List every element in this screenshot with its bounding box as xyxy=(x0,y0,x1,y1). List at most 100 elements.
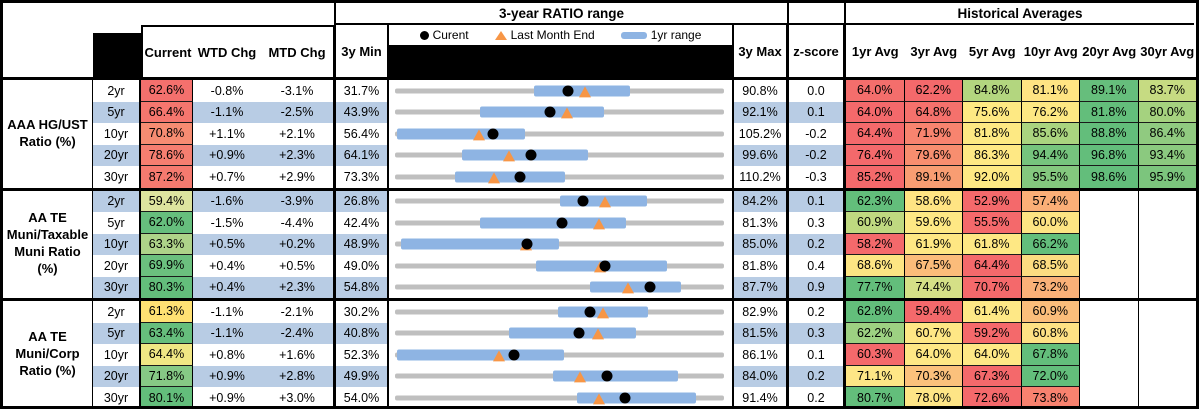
historical-avg-cell: 85.6% xyxy=(1021,123,1080,145)
historical-avg-cell: 68.6% xyxy=(846,255,905,277)
historical-avg-cell: 61.4% xyxy=(963,301,1022,323)
3y-max-cell: 81.5% xyxy=(734,322,789,344)
historical-avg-cell: 77.7% xyxy=(846,276,905,298)
current-dot xyxy=(544,106,556,118)
legend-black-band xyxy=(389,45,732,77)
z-score-cell: -0.2 xyxy=(789,144,846,166)
3y-min-cell: 49.0% xyxy=(336,255,389,277)
1yr-range-bar xyxy=(480,217,626,229)
mtd-chg-cell: -3.1% xyxy=(261,80,336,102)
historical-avg-empty-cell xyxy=(1139,323,1197,345)
3y-max-cell: 85.0% xyxy=(734,233,789,255)
3y-min-cell: 30.2% xyxy=(336,301,389,323)
mtd-chg-cell: +2.3% xyxy=(261,144,336,166)
historical-avg-cell: 62.2% xyxy=(904,80,963,102)
historical-avg-empty-cell xyxy=(1139,212,1197,234)
historical-avg-cell: 67.8% xyxy=(1021,344,1080,366)
current-cell: 66.4% xyxy=(141,101,193,123)
wtd-chg-cell: +0.4% xyxy=(209,258,245,273)
3y-max-cell: 91.4% xyxy=(734,387,789,406)
current-cell: 64.4% xyxy=(141,344,193,366)
historical-avg-cell: 88.8% xyxy=(1080,123,1139,145)
z-score-cell: -0.2 xyxy=(789,123,846,145)
3y-max-cell: 86.1% xyxy=(734,344,789,366)
3y-min-cell: 52.3% xyxy=(336,344,389,366)
z-score-cell: 0.2 xyxy=(789,387,846,406)
current-dot xyxy=(599,260,611,272)
z-score-cell: 0.1 xyxy=(789,101,846,123)
z-score-cell: 0.3 xyxy=(789,212,846,234)
mtd-chg-cell: +0.5% xyxy=(261,255,336,277)
historical-avg-cell: 57.4% xyxy=(1021,190,1080,212)
historical-avg-empty-cell xyxy=(1080,255,1139,277)
mtd-chg-cell: +2.1% xyxy=(261,123,336,145)
historical-avg-empty-cell xyxy=(1080,276,1139,298)
current-cell: 62.0% xyxy=(141,212,193,234)
historical-avg-cell: 98.6% xyxy=(1080,166,1139,188)
current-cell: 80.1% xyxy=(141,387,193,406)
historical-avg-cell: 64.0% xyxy=(846,80,905,102)
last-month-triangle xyxy=(598,196,611,208)
1yr-range-bar xyxy=(400,238,560,250)
range-chart xyxy=(389,322,734,344)
historical-avg-cell: 81.8% xyxy=(963,123,1022,145)
3y-min-cell: 26.8% xyxy=(336,190,389,212)
current-column-header: Current xyxy=(141,25,193,77)
range-chart xyxy=(389,123,734,145)
range-track xyxy=(395,284,724,290)
historical-avg-cell: 59.6% xyxy=(904,212,963,234)
z-score-cell: 0.1 xyxy=(789,344,846,366)
tenor-cell: 30yr xyxy=(93,387,141,406)
mtd-chg-column-header: MTD Chg xyxy=(261,25,336,77)
historical-avg-cell: 64.4% xyxy=(846,123,905,145)
table-row: 5yr 63.4% -1.1% -2.4% 40.8% 81.5% 0.3 62.2% 60.7… xyxy=(93,322,1197,345)
wtd-chg-cell: -1.1% xyxy=(193,101,261,123)
wtd-chg-cell: +0.8% xyxy=(209,347,245,362)
3y-min-cell: 43.9% xyxy=(336,101,389,123)
table-row: 2yr 59.4% -1.6% -3.9% 26.8% 84.2% 0.1 62.3% 58.6… xyxy=(93,190,1196,212)
3y-min-column-header: 3y Min xyxy=(336,25,389,77)
current-cell: 87.2% xyxy=(141,166,193,188)
chart-legend: Curent Last Month End 1yr range xyxy=(389,25,732,45)
historical-avg-cell: 64.0% xyxy=(904,344,963,366)
mtd-chg-cell: +0.2% xyxy=(261,233,336,255)
tenor-cell: 10yr xyxy=(93,344,141,366)
mtd-chg-cell: +2.3% xyxy=(261,276,336,298)
tenor-cell: 20yr xyxy=(93,144,141,166)
current-cell: 78.6% xyxy=(141,144,193,166)
current-dot xyxy=(577,195,589,207)
30yr-avg-column-header: 30yr Avg xyxy=(1138,25,1196,77)
tenor-cell: 2yr xyxy=(93,190,141,212)
range-track xyxy=(395,131,724,137)
wtd-chg-cell: +0.9% xyxy=(193,144,261,166)
3y-min-cell: 42.4% xyxy=(336,212,389,234)
current-cell: 61.3% xyxy=(141,301,193,323)
z-score-cell: 0.2 xyxy=(789,365,846,387)
historical-avg-cell: 95.5% xyxy=(1021,166,1080,188)
z-score-cell: 0.2 xyxy=(789,301,846,323)
historical-avg-cell: 79.6% xyxy=(904,144,963,166)
ratio-group: AAA HG/UST Ratio (%) 2yr 62.6% -0.8% -3.1% 31… xyxy=(3,80,1196,191)
z-score-cell: 0.4 xyxy=(789,255,846,277)
historical-avg-cell: 86.4% xyxy=(1138,123,1196,145)
last-month-triangle xyxy=(621,282,634,294)
z-score-cell: -0.3 xyxy=(789,166,846,188)
group-rows: 2yr 62.6% -0.8% -3.1% 31.7% 90.8% 0.0 64.0% 62.2… xyxy=(93,80,1196,188)
historical-avg-cell: 83.7% xyxy=(1138,80,1196,102)
historical-avg-cell: 62.2% xyxy=(846,322,905,344)
current-cell: 63.3% xyxy=(141,233,193,255)
table-row: 5yr 66.4% -1.1% -2.5% 43.9% 92.1% 0.1 64.0% 64.8… xyxy=(93,101,1196,123)
last-month-triangle xyxy=(579,86,592,98)
z-score-column-header: z-score xyxy=(789,25,846,77)
z-score-cell: 0.2 xyxy=(789,233,846,255)
historical-avg-empty-cell xyxy=(1139,366,1197,388)
table-row: 5yr 62.0% -1.5% -4.4% 42.4% 81.3% 0.3 60.9% 59.6… xyxy=(93,212,1196,234)
historical-avg-cell: 62.8% xyxy=(846,301,905,323)
historical-avg-empty-cell xyxy=(1080,301,1139,323)
historical-avg-cell: 67.5% xyxy=(904,255,963,277)
1yr-avg-column-header: 1yr Avg xyxy=(846,25,905,77)
5yr-avg-column-header: 5yr Avg xyxy=(963,25,1022,77)
z-score-cell: 0.1 xyxy=(789,190,846,212)
range-chart xyxy=(389,344,734,366)
